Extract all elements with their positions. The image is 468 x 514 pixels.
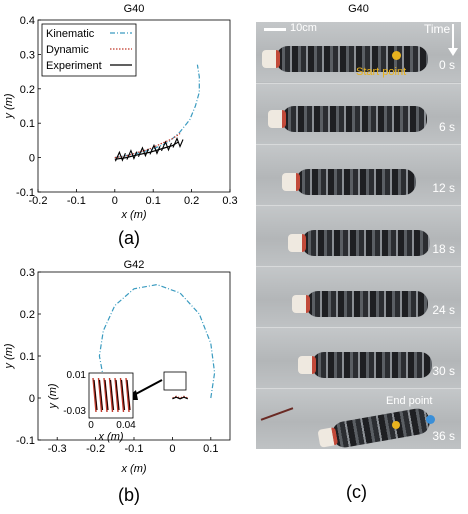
chart-a-ytick-label: -0.1: [16, 187, 35, 199]
chart-b-ytick-label: 0.3: [20, 267, 35, 279]
robot: [330, 406, 432, 449]
photo-frame: 6 s: [256, 83, 461, 144]
tether-wire: [260, 407, 294, 421]
photo-frame: 18 s: [256, 205, 461, 266]
inset-ytick-bottom: -0.03: [63, 406, 86, 417]
chart-a-xtick-label: 0.2: [184, 195, 199, 207]
panel-b-label: (b): [118, 485, 140, 505]
robot: [262, 46, 428, 72]
chart-b-ytick-label: 0.2: [20, 309, 35, 321]
photo-sequence: 10cm Start point Time 0 s 6 s 12 s 18 s …: [256, 22, 461, 449]
chart-a-gait-stroke: [149, 143, 161, 155]
chart-a-series-dynamic: [114, 133, 181, 159]
time-label: Time: [424, 22, 451, 36]
chart-a-ytick-label: 0.4: [20, 15, 35, 27]
inset-ytick-top: 0.01: [67, 370, 87, 381]
robot: [298, 352, 432, 378]
time-arrow-icon: [452, 24, 454, 50]
frame-time: 36 s: [432, 429, 455, 443]
end-start-point-marker: [392, 421, 400, 429]
inset-plot: 0.01 -0.03 0 0.04 x (m) y (m): [47, 370, 136, 443]
legend-item-kinematic: Kinematic: [46, 28, 95, 40]
chart-b-ytick-label: 0: [29, 393, 35, 405]
photo-frame: 10cm Start point Time 0 s: [256, 22, 461, 82]
chart-a-xtick-label: -0.2: [29, 195, 48, 207]
photo-frame: 30 s: [256, 327, 461, 388]
chart-b-xtick-label: -0.2: [86, 443, 105, 455]
zoom-region-box: [163, 371, 187, 391]
frame-time: 24 s: [432, 303, 455, 317]
frame-time: 6 s: [438, 120, 455, 134]
chart-b-xtick-label: -0.1: [125, 443, 144, 455]
chart-a-ylabel: y (m): [3, 93, 15, 119]
chart-a-series-kinematic: [114, 64, 200, 159]
end-point-label: End point: [386, 395, 433, 407]
chart-a-ytick-label: 0.2: [20, 84, 35, 96]
chart-a-gait-stroke: [114, 150, 126, 162]
legend-item-experiment: Experiment: [46, 60, 102, 72]
frame-time: 0 s: [438, 58, 455, 72]
inset-trace-experiment: [110, 379, 114, 411]
photo-frame: End point 36 s: [256, 388, 461, 449]
inset-trace-experiment: [126, 379, 131, 411]
scale-bar: [264, 28, 286, 31]
robot: [288, 230, 430, 256]
chart-b-ytick-label: 0.1: [20, 351, 35, 363]
robot: [292, 291, 428, 317]
chart-b-xlabel: x (m): [120, 463, 146, 475]
chart-a-gait-stroke: [172, 137, 184, 148]
chart-b-series-kinematic: [98, 283, 216, 399]
chart-b-title: G42: [124, 259, 145, 271]
chart-b-xtick-label: 0.1: [203, 443, 218, 455]
time-arrow-head-icon: [448, 48, 458, 56]
legend-item-dynamic: Dynamic: [46, 44, 89, 56]
chart-a-xtick-label: 0: [112, 195, 118, 207]
start-point-marker: [392, 51, 401, 60]
chart-a-xlabel: x (m): [120, 209, 146, 221]
chart-b-plot-frame: [37, 271, 231, 441]
chart-a: G40 -0.2 -0.1 0 0.1 0.2 0.3-0.100.10.20.30.4 …: [3, 3, 238, 221]
inset-ylabel: y (m): [47, 383, 59, 409]
photo-frame: 12 s: [256, 144, 461, 205]
robot: [282, 169, 416, 195]
panel-c-label: (c): [346, 482, 367, 502]
inset-trace-experiment: [115, 379, 120, 411]
chart-b-xtick-label: 0: [169, 443, 175, 455]
chart-a-xtick-label: 0.3: [222, 195, 237, 207]
panel-a-label: (a): [118, 228, 140, 248]
frame-time: 30 s: [432, 364, 455, 378]
chart-b-ylabel: y (m): [3, 343, 15, 369]
inset-trace-experiment: [99, 379, 103, 411]
end-point-marker: [426, 415, 435, 424]
inset-trace-experiment: [93, 379, 98, 411]
frame-time: 18 s: [432, 242, 455, 256]
start-point-label: Start point: [356, 66, 407, 78]
chart-b-series-experiment: [172, 396, 189, 400]
inset-xtick-right: 0.04: [116, 420, 136, 431]
frame-time: 12 s: [432, 181, 455, 195]
zoom-arrow: [131, 379, 163, 397]
photo-frame: 24 s: [256, 266, 461, 327]
inset-trace-experiment: [104, 379, 109, 411]
inset-xtick-left: 0: [88, 420, 94, 431]
chart-b-ytick-label: -0.1: [16, 435, 35, 447]
chart-a-xtick-label: -0.1: [67, 195, 86, 207]
chart-a-gait-stroke: [160, 140, 172, 152]
chart-b: G42 -0.3 -0.2 -0.1 0 0.1 -0.1 0 0.1 0.2 0.3 0.01 …: [3, 259, 231, 475]
chart-a-ytick-label: 0: [29, 153, 35, 165]
inset-trace-experiment: [121, 379, 125, 411]
chart-a-series-experiment: [114, 141, 179, 160]
chart-a-gait-stroke: [137, 146, 149, 158]
chart-a-legend: Kinematic Dynamic Experiment: [41, 23, 137, 77]
robot: [268, 106, 427, 132]
scale-bar-label: 10cm: [290, 22, 317, 34]
chart-b-xtick-label: -0.3: [48, 443, 67, 455]
chart-a-ytick-label: 0.1: [20, 118, 35, 130]
chart-a-xtick-label: 0.1: [146, 195, 161, 207]
chart-a-title: G40: [124, 3, 145, 15]
panel-c-title: G40: [348, 3, 369, 15]
inset-xlabel: x (m): [97, 431, 123, 443]
chart-a-gait-stroke: [126, 149, 138, 161]
chart-a-ytick-label: 0.3: [20, 49, 35, 61]
